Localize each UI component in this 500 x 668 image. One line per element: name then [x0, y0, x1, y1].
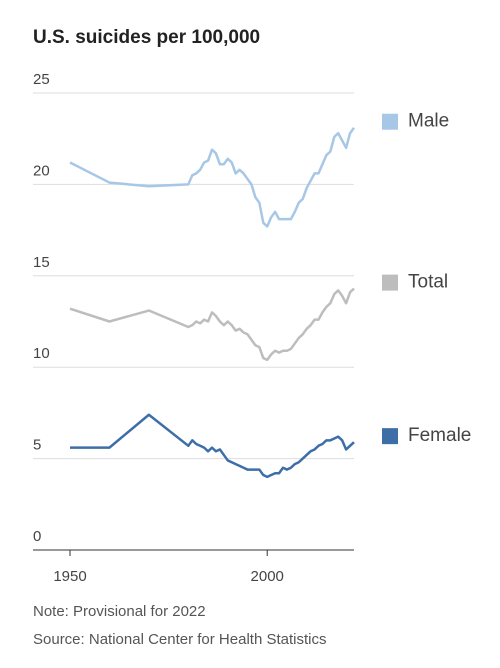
series-line: [69, 287, 355, 362]
y-tick-label: 10: [33, 345, 50, 362]
x-tick-label: 1950: [53, 568, 86, 585]
legend-swatch: [382, 428, 398, 445]
note: Note: Provisional for 2022: [33, 603, 206, 620]
series-line: [69, 127, 356, 228]
legend-swatch: [382, 113, 398, 130]
legend-label: Male: [408, 111, 449, 132]
chart-title: U.S. suicides per 100,000: [33, 27, 260, 48]
y-tick-label: 5: [33, 437, 41, 454]
x-tick-label: 2000: [251, 568, 284, 585]
source: Source: National Center for Health Stati…: [33, 631, 326, 648]
y-tick-label: 0: [33, 528, 41, 545]
y-tick-label: 25: [33, 71, 50, 88]
series-line: [70, 413, 355, 479]
legend-label: Female: [408, 425, 471, 446]
legend-swatch: [382, 274, 398, 291]
legend-label: Total: [408, 272, 448, 293]
y-tick-label: 20: [33, 162, 50, 179]
y-tick-label: 15: [33, 254, 50, 271]
